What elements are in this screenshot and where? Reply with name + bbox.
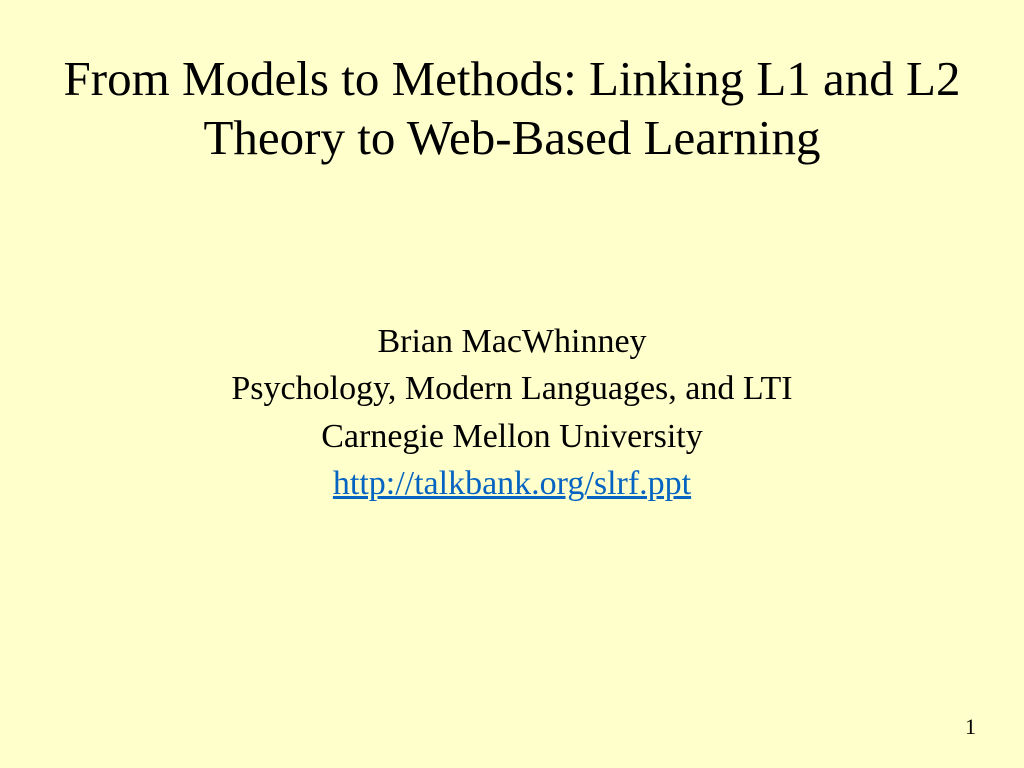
author-link-line: http://talkbank.org/slrf.ppt	[231, 460, 792, 508]
slide-link[interactable]: http://talkbank.org/slrf.ppt	[333, 465, 691, 502]
author-name: Brian MacWhinney	[231, 318, 792, 366]
author-affiliation-1: Psychology, Modern Languages, and LTI	[231, 365, 792, 413]
slide-title: From Models to Methods: Linking L1 and L…	[60, 50, 964, 168]
author-affiliation-2: Carnegie Mellon University	[231, 413, 792, 461]
slide-container: From Models to Methods: Linking L1 and L…	[0, 0, 1024, 768]
author-block: Brian MacWhinney Psychology, Modern Lang…	[231, 318, 792, 508]
page-number: 1	[965, 714, 976, 740]
